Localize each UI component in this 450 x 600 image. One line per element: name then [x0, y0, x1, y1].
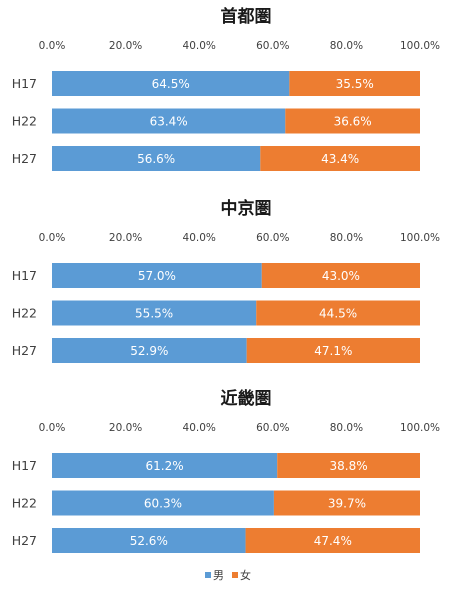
bar-segment-male [52, 453, 278, 478]
bar-segment-male [52, 300, 257, 326]
data-label: 35.5% [336, 77, 374, 91]
category-label: H17 [12, 76, 37, 91]
data-label: 52.9% [130, 344, 168, 358]
bar-segment-male [52, 263, 262, 288]
category-label: H17 [12, 458, 37, 473]
x-tick-label: 60.0% [256, 422, 289, 434]
bar-segment-male [52, 108, 286, 134]
x-tick-label: 100.0% [400, 232, 440, 244]
x-tick-label: 80.0% [330, 40, 363, 52]
x-tick-label: 80.0% [330, 422, 363, 434]
legend-swatch [232, 572, 238, 578]
legend: 男女 [205, 568, 251, 582]
x-tick-label: 0.0% [39, 422, 66, 434]
bar-segment-female [260, 146, 420, 171]
x-tick-label: 100.0% [400, 40, 440, 52]
bar-segment-male [52, 338, 247, 363]
category-label: H22 [12, 306, 37, 321]
bar-segment-female [277, 453, 420, 478]
data-label: 55.5% [135, 307, 173, 321]
data-label: 64.5% [152, 77, 190, 91]
data-label: 63.4% [150, 115, 188, 129]
data-label: 47.1% [314, 344, 352, 358]
data-label: 44.5% [319, 307, 357, 321]
x-tick-label: 40.0% [183, 422, 216, 434]
x-tick-label: 80.0% [330, 232, 363, 244]
data-label: 52.6% [130, 534, 168, 548]
category-label: H27 [12, 151, 37, 166]
category-label: H22 [12, 114, 37, 129]
data-label: 57.0% [138, 269, 176, 283]
bar-segment-female [261, 263, 420, 288]
data-label: 39.7% [328, 497, 366, 511]
bar-segment-female [285, 108, 420, 134]
data-label: 60.3% [144, 497, 182, 511]
x-tick-label: 0.0% [39, 40, 66, 52]
x-tick-label: 20.0% [109, 40, 142, 52]
bar-segment-female [289, 71, 420, 96]
chart-title: 首都圏 [221, 6, 272, 27]
bar-segment-female [273, 490, 420, 516]
bar-segment-female [246, 338, 420, 363]
category-label: H17 [12, 268, 37, 283]
x-tick-label: 20.0% [109, 232, 142, 244]
bar-segment-female [256, 300, 420, 326]
chart-panel-2: 中京圏 0.0% 20.0% 40.0% 60.0% 80.0% 100.0% H17 57.0… [12, 198, 440, 363]
x-tick-label: 40.0% [183, 40, 216, 52]
x-tick-label: 20.0% [109, 422, 142, 434]
legend-label: 男 [213, 569, 224, 582]
bar-segment-male [52, 490, 274, 516]
x-tick-label: 0.0% [39, 232, 66, 244]
x-tick-label: 100.0% [400, 422, 440, 434]
bar-segment-male [52, 146, 261, 171]
legend-label: 女 [240, 568, 251, 582]
data-label: 36.6% [334, 115, 372, 129]
data-label: 47.4% [314, 534, 352, 548]
category-label: H27 [12, 533, 37, 548]
x-tick-label: 60.0% [256, 40, 289, 52]
legend-swatch [205, 572, 211, 578]
x-tick-label: 40.0% [183, 232, 216, 244]
data-label: 56.6% [137, 152, 175, 166]
chart-title: 近畿圏 [221, 388, 272, 409]
chart-panel-3: 近畿圏 0.0% 20.0% 40.0% 60.0% 80.0% 100.0% H17 61.2… [12, 388, 440, 553]
category-label: H22 [12, 496, 37, 511]
chart-title: 中京圏 [221, 198, 272, 219]
data-label: 43.4% [321, 152, 359, 166]
chart-panel-1: 首都圏 0.0% 20.0% 40.0% 60.0% 80.0% 100.0% H17 64.5… [12, 6, 440, 171]
bar-segment-female [245, 528, 420, 553]
data-label: 38.8% [330, 459, 368, 473]
data-label: 61.2% [146, 459, 184, 473]
bar-segment-male [52, 71, 290, 96]
category-label: H27 [12, 343, 37, 358]
data-label: 43.0% [322, 269, 360, 283]
bar-segment-male [52, 528, 246, 553]
x-tick-label: 60.0% [256, 232, 289, 244]
